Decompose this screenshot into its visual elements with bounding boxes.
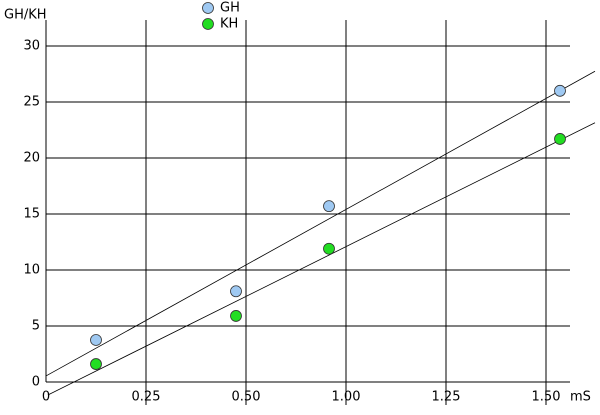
y-tick-label: 0	[32, 375, 40, 390]
legend-label: GH	[220, 1, 240, 16]
trend-line	[45, 70, 596, 377]
point	[230, 310, 242, 322]
y-tick-label: 25	[23, 95, 40, 110]
x-tick-label: 0	[42, 390, 50, 405]
point	[554, 133, 566, 145]
y-axis-label: GH/KH	[4, 8, 47, 23]
point	[90, 334, 102, 346]
y-tick-label: 30	[23, 39, 40, 54]
x-axis-label: mS	[570, 390, 591, 405]
y-tick-label: 15	[23, 207, 40, 222]
trend-line	[47, 122, 596, 396]
y-tick-label: 10	[23, 263, 40, 278]
legend-marker	[202, 18, 214, 30]
y-tick-label: 5	[32, 319, 40, 334]
y-tick-label: 20	[23, 151, 40, 166]
point	[90, 358, 102, 370]
legend-marker	[202, 2, 214, 14]
point	[323, 200, 335, 213]
point	[230, 285, 242, 298]
point	[323, 242, 335, 255]
legend-label: KH	[220, 17, 238, 32]
point	[554, 84, 566, 97]
